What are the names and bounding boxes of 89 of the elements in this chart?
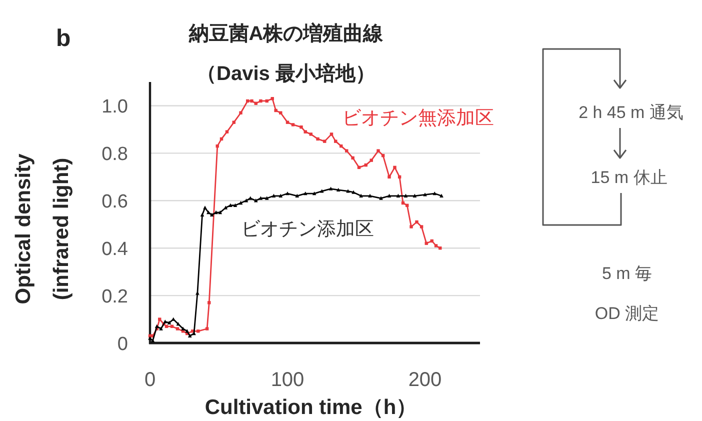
y-tick-label: 0.8 xyxy=(102,144,128,166)
point xyxy=(279,111,282,114)
point xyxy=(440,194,444,198)
point xyxy=(208,301,211,304)
y-axis-title: Optical density (infrared light) xyxy=(12,153,73,304)
point xyxy=(200,212,204,216)
point xyxy=(259,99,262,103)
point xyxy=(295,194,300,198)
point xyxy=(434,244,438,248)
point xyxy=(154,324,159,328)
point xyxy=(278,194,283,198)
point xyxy=(176,327,180,330)
point xyxy=(312,191,316,196)
point xyxy=(334,140,338,143)
point xyxy=(233,203,238,207)
point xyxy=(316,137,320,141)
point xyxy=(224,206,228,210)
y-tick-label: 0 xyxy=(117,334,128,355)
point xyxy=(176,322,180,326)
text: b xyxy=(56,25,71,52)
point xyxy=(206,210,210,214)
point xyxy=(250,99,254,103)
point xyxy=(264,196,269,200)
text: 15 m 休止 xyxy=(590,168,668,187)
chart-title: 納豆菌A株の増殖曲線 xyxy=(188,22,384,45)
point xyxy=(432,191,437,196)
point xyxy=(181,326,185,330)
point xyxy=(351,156,354,160)
x-tick-label: 100 xyxy=(270,369,304,391)
point xyxy=(412,194,417,198)
point xyxy=(300,125,303,129)
point xyxy=(352,190,356,194)
point xyxy=(218,210,222,214)
point xyxy=(304,130,307,134)
point xyxy=(303,191,308,196)
point xyxy=(148,336,152,340)
text: 5 m 毎 xyxy=(602,264,652,283)
point xyxy=(254,198,258,202)
y-tick-label: 0.6 xyxy=(102,192,128,213)
point xyxy=(272,194,276,198)
point xyxy=(167,320,172,324)
line-series xyxy=(148,186,444,342)
point xyxy=(210,212,214,216)
point xyxy=(158,318,162,321)
point xyxy=(415,220,418,224)
point xyxy=(323,140,326,143)
series-label: ビオチン添加区 xyxy=(240,219,374,240)
point xyxy=(423,192,427,196)
point xyxy=(404,194,408,198)
point xyxy=(345,149,348,152)
point xyxy=(205,327,209,330)
y-tick-label: 0.4 xyxy=(102,239,128,260)
y-tick-label: 1.0 xyxy=(102,96,128,118)
point xyxy=(258,196,263,200)
chart-subtitle: （Davis 最小培地） xyxy=(196,62,376,85)
point xyxy=(424,242,428,245)
point xyxy=(248,196,252,200)
point xyxy=(286,120,290,124)
point xyxy=(379,196,383,200)
series-label: ビオチン無添加区 xyxy=(342,108,494,130)
x-tick-label: 0 xyxy=(144,369,156,391)
point xyxy=(309,132,312,136)
x-axis-title: Cultivation time（h） xyxy=(204,396,418,419)
x-tick-label: 200 xyxy=(408,369,442,391)
point xyxy=(328,186,333,190)
text: OD 測定 xyxy=(594,304,660,323)
point xyxy=(376,149,380,152)
point xyxy=(336,188,340,192)
point xyxy=(387,194,392,198)
point xyxy=(188,334,192,338)
point xyxy=(359,194,363,198)
point xyxy=(274,108,278,112)
point xyxy=(393,166,396,170)
point xyxy=(388,175,391,179)
point xyxy=(396,194,400,198)
point xyxy=(368,194,372,198)
point xyxy=(239,111,242,114)
point xyxy=(330,132,334,136)
point xyxy=(370,158,373,162)
point xyxy=(159,326,163,330)
point xyxy=(228,203,232,207)
point xyxy=(410,225,413,228)
text: 2 h 45 m 通気 xyxy=(578,103,684,122)
point xyxy=(225,130,229,134)
y-tick-label: 0.2 xyxy=(102,286,128,308)
point xyxy=(291,123,295,126)
point xyxy=(232,120,236,124)
point xyxy=(203,206,207,210)
point xyxy=(420,225,424,228)
